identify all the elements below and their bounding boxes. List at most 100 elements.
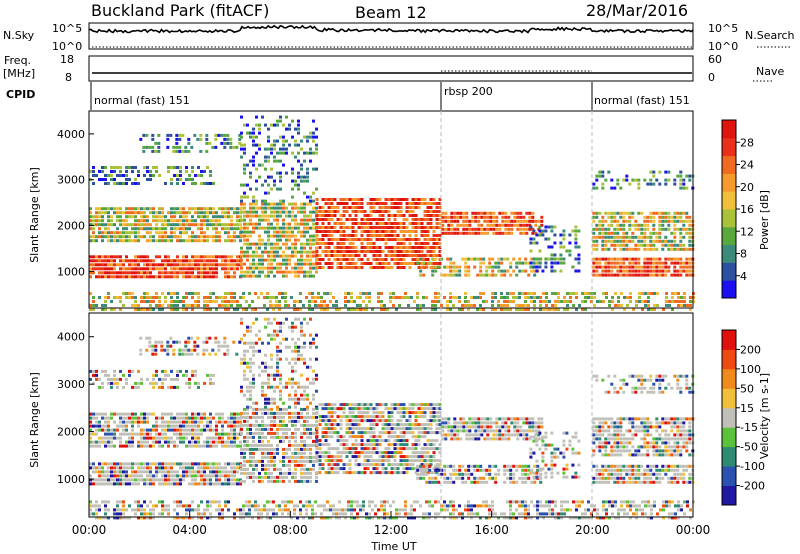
heatmap-cell (685, 247, 689, 251)
heatmap-cell (238, 137, 242, 141)
heatmap-cell (164, 440, 167, 444)
heatmap-cell (323, 300, 326, 303)
heatmap-cell (143, 436, 146, 440)
heatmap-cell (566, 292, 569, 295)
heatmap-cell (261, 202, 264, 206)
heatmap-cell (239, 440, 242, 444)
heatmap-cell (429, 250, 433, 253)
heatmap-cell (173, 385, 176, 389)
heatmap-cell (595, 269, 599, 273)
heatmap-cell (175, 137, 179, 141)
heatmap-cell (203, 470, 206, 474)
heatmap-cell (360, 198, 364, 201)
heatmap-cell (107, 428, 110, 432)
heatmap-cell (407, 304, 410, 307)
heatmap-cell (315, 407, 319, 411)
heatmap-cell (212, 462, 215, 466)
heatmap-cell (173, 474, 176, 478)
heatmap-cell (658, 227, 662, 231)
heatmap-cell (291, 411, 294, 415)
heatmap-cell (236, 259, 239, 263)
heatmap-cell (249, 381, 252, 385)
heatmap-cell (506, 308, 509, 311)
heatmap-cell (500, 257, 504, 261)
heatmap-cell (107, 215, 110, 219)
heatmap-cell (389, 292, 392, 295)
heatmap-cell (541, 229, 545, 233)
heatmap-cell (402, 222, 406, 225)
heatmap-cell (140, 219, 143, 223)
heatmap-cell (303, 234, 306, 238)
heatmap-cell (435, 218, 439, 221)
heatmap-cell (209, 255, 212, 259)
heatmap-cell (258, 439, 261, 443)
heatmap-cell (140, 420, 143, 424)
heatmap-cell (291, 357, 294, 361)
heatmap-cell (255, 199, 258, 203)
heatmap-cell (497, 269, 501, 273)
heatmap-cell (146, 231, 149, 235)
heatmap-cell (339, 214, 343, 217)
heatmap-cell (176, 385, 179, 389)
heatmap-cell (246, 210, 249, 214)
heatmap-cell (143, 227, 146, 231)
heatmap-cell (276, 139, 279, 143)
heatmap-cell (131, 462, 134, 466)
heatmap-cell (664, 243, 668, 247)
heatmap-cell (647, 308, 650, 311)
heatmap-cell (643, 273, 647, 277)
heatmap-cell (119, 300, 122, 303)
heatmap-cell (318, 403, 322, 407)
heatmap-cell (252, 139, 255, 143)
heatmap-cell (252, 195, 255, 199)
heatmap-cell (333, 411, 337, 415)
heatmap-cell (252, 345, 255, 349)
heatmap-cell (529, 237, 533, 241)
heatmap-cell (402, 238, 406, 241)
heatmap-cell (188, 227, 191, 231)
heatmap-cell (604, 239, 608, 243)
heatmap-cell (246, 411, 249, 415)
heatmap-cell (437, 300, 440, 303)
heatmap-cell (300, 373, 303, 377)
heatmap-cell (218, 440, 221, 444)
heatmap-cell (417, 246, 421, 249)
heatmap-cell (339, 202, 343, 205)
heatmap-cell (449, 269, 453, 273)
heatmap-cell (140, 296, 143, 299)
heatmap-cell (122, 182, 125, 185)
heatmap-cell (411, 230, 415, 233)
heatmap-cell (131, 296, 134, 299)
heatmap-cell (223, 352, 227, 356)
heatmap-cell (243, 353, 246, 357)
heatmap-cell (128, 416, 131, 420)
heatmap-cell (312, 151, 315, 155)
heatmap-cell (327, 435, 331, 439)
heatmap-cell (601, 257, 605, 261)
heatmap-cell (317, 296, 320, 299)
heatmap-cell (143, 420, 146, 424)
heatmap-cell (680, 296, 683, 299)
heatmap-cell (203, 263, 206, 267)
heatmap-cell (559, 241, 563, 245)
heatmap-cell (285, 258, 288, 262)
heatmap-cell (465, 211, 469, 215)
heatmap-cell (518, 304, 521, 307)
heatmap-cell (116, 482, 119, 486)
heatmap-cell (215, 255, 218, 259)
heatmap-cell (628, 219, 632, 223)
heatmap-cell (282, 459, 285, 463)
heatmap-cell (246, 183, 249, 187)
heatmap-cell (453, 227, 457, 231)
heatmap-cell (351, 234, 355, 237)
heatmap-cell (482, 308, 485, 311)
heatmap-cell (178, 137, 182, 141)
heatmap-cell (116, 275, 119, 279)
heatmap-cell (498, 223, 502, 227)
heatmap-cell (107, 207, 110, 211)
heatmap-cell (327, 242, 331, 245)
heatmap-cell (389, 296, 392, 299)
heatmap-cell (613, 243, 617, 247)
heatmap-cell (429, 226, 433, 229)
heatmap-cell (330, 266, 334, 269)
